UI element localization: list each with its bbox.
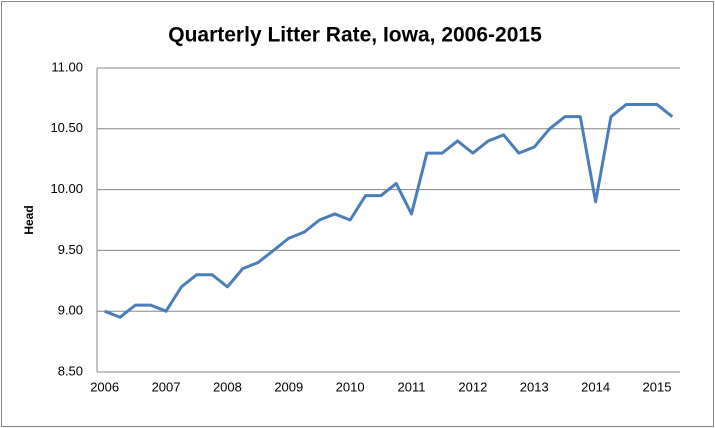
y-tick-label: 11.00 [51, 59, 83, 74]
data-line [104, 102, 674, 319]
x-tick-label: 2012 [458, 379, 487, 394]
y-tick-label: 9.50 [58, 242, 83, 257]
y-tick-label: 10.50 [50, 120, 83, 135]
x-tick-label: 2008 [213, 379, 242, 394]
x-tick-label: 2007 [152, 379, 181, 394]
x-tick-label: 2013 [520, 379, 549, 394]
x-tick-label: 2010 [336, 379, 365, 394]
y-tick-label: 10.00 [50, 181, 83, 196]
x-tick-label: 2009 [274, 379, 303, 394]
y-tick-label: 9.00 [58, 303, 83, 318]
x-tick-label: 2015 [643, 379, 672, 394]
y-axis-label: Head [22, 205, 36, 234]
x-tick-label: 2011 [398, 379, 426, 394]
y-tick-label: 8.50 [58, 363, 83, 378]
x-tick-label: 2006 [90, 379, 119, 394]
chart-title: Quarterly Litter Rate, Iowa, 2006-2015 [168, 24, 542, 47]
x-tick-label: 2014 [581, 379, 610, 394]
